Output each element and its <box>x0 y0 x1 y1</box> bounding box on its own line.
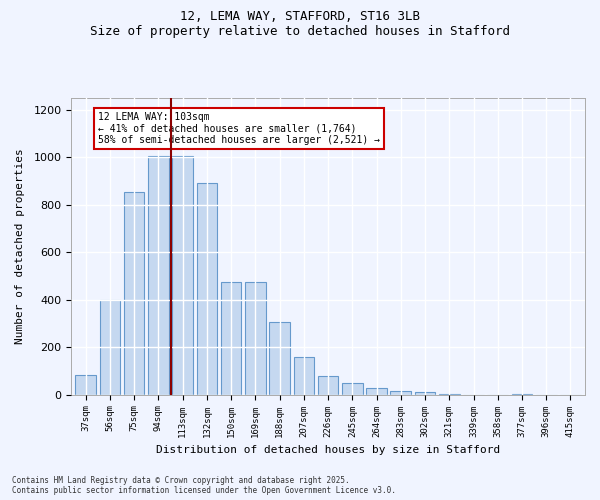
Bar <box>124 192 145 394</box>
Text: 12, LEMA WAY, STAFFORD, ST16 3LB
Size of property relative to detached houses in: 12, LEMA WAY, STAFFORD, ST16 3LB Size of… <box>90 10 510 38</box>
Bar <box>76 374 96 394</box>
Bar <box>318 376 338 394</box>
Bar <box>172 156 193 394</box>
Bar <box>293 356 314 395</box>
Text: Contains HM Land Registry data © Crown copyright and database right 2025.
Contai: Contains HM Land Registry data © Crown c… <box>12 476 396 495</box>
Bar <box>415 392 436 394</box>
Text: 12 LEMA WAY: 103sqm
← 41% of detached houses are smaller (1,764)
58% of semi-det: 12 LEMA WAY: 103sqm ← 41% of detached ho… <box>98 112 380 146</box>
Bar <box>148 156 169 394</box>
Y-axis label: Number of detached properties: Number of detached properties <box>15 148 25 344</box>
Bar <box>100 300 120 394</box>
Bar <box>245 282 266 395</box>
Bar <box>221 282 241 395</box>
Bar <box>269 322 290 394</box>
Bar <box>366 388 387 394</box>
Bar <box>342 383 362 394</box>
Bar <box>197 184 217 394</box>
X-axis label: Distribution of detached houses by size in Stafford: Distribution of detached houses by size … <box>156 445 500 455</box>
Bar <box>391 391 411 394</box>
